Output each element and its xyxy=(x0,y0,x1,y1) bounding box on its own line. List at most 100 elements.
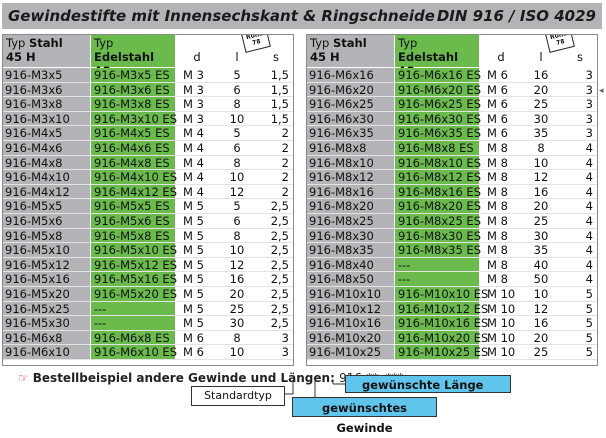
thread-size: M 8 xyxy=(487,140,508,155)
hex-size: 5 xyxy=(585,301,593,316)
table-row: 916-M6x35 916-M6x35 ES M 6 35 3 xyxy=(307,126,597,141)
part-number-stainless: 916-M5x5 ES xyxy=(91,199,175,214)
part-number-stainless: 916-M4x12 ES xyxy=(91,184,177,200)
thread-size: M 5 xyxy=(183,272,204,287)
part-number-stainless: 916-M8x8 ES xyxy=(395,140,479,156)
table-row: 916-M8x30 916-M8x30 ES M 8 30 4 xyxy=(307,228,597,244)
part-number-steel: 916-M3x5 xyxy=(3,68,90,83)
thread-size: M 5 xyxy=(183,301,204,316)
length-value: 8 xyxy=(233,330,241,345)
hex-size: 4 xyxy=(585,170,593,185)
length-value: 5 xyxy=(233,68,241,82)
part-number-stainless: --- xyxy=(395,257,479,273)
hex-size: 2,5 xyxy=(270,257,289,272)
thread-size: M 10 xyxy=(487,316,516,331)
hex-size: 3 xyxy=(585,68,593,82)
thread-size: M 8 xyxy=(487,213,508,228)
thread-size: M 3 xyxy=(183,111,204,126)
thread-size: M 6 xyxy=(487,111,508,126)
hex-size: 3 xyxy=(281,330,289,345)
table-row: 916-M5x30 --- M 5 30 2,5 xyxy=(3,316,293,331)
hex-size: 4 xyxy=(585,213,593,228)
part-number-steel: 916-M8x25 xyxy=(307,213,394,229)
part-number-steel: 916-M3x8 xyxy=(3,97,90,112)
table-row: 916-M8x50 --- M 8 50 4 xyxy=(307,272,597,287)
thread-size: M 8 xyxy=(487,184,508,199)
hex-size: 3 xyxy=(585,111,593,126)
header-s: s xyxy=(273,50,279,64)
order-example-label: Bestellbeispiel andere Gewinde und Länge… xyxy=(32,371,335,385)
hex-size: 5 xyxy=(585,316,593,331)
thread-size: M 5 xyxy=(183,257,204,272)
table-row: 916-M3x8 916-M3x8 ES M 3 8 1,5 xyxy=(3,97,293,112)
thread-size: M 8 xyxy=(487,257,508,272)
part-number-steel: 916-M10x25 xyxy=(307,345,394,360)
length-value: 16 xyxy=(533,68,549,82)
table-row: 916-M4x6 916-M4x6 ES M 4 6 2 xyxy=(3,140,293,156)
length-value: 20 xyxy=(533,330,549,345)
table-row: 916-M8x25 916-M8x25 ES M 8 25 4 xyxy=(307,213,597,229)
table-row: 916-M8x10 916-M8x10 ES M 8 10 4 xyxy=(307,155,597,171)
hex-size: 1,5 xyxy=(270,97,289,112)
part-number-steel: 916-M4x5 xyxy=(3,126,90,141)
table-row: 916-M6x8 916-M6x8 ES M 6 8 3 xyxy=(3,330,293,346)
hex-size: 3 xyxy=(585,97,593,112)
thread-size: M 5 xyxy=(183,228,204,243)
part-number-stainless: 916-M6x20 ES xyxy=(395,82,481,98)
length-value: 8 xyxy=(233,228,241,243)
hex-size: 2 xyxy=(281,170,289,185)
page-title: Gewindestifte mit Innensechskant & Rings… xyxy=(8,7,435,25)
part-number-stainless: 916-M5x12 ES xyxy=(91,257,177,273)
part-number-stainless: 916-M10x10 ES xyxy=(395,286,488,302)
table-row: 916-M3x6 916-M3x6 ES M 3 6 1,5 xyxy=(3,82,293,98)
thread-size: M 6 xyxy=(487,68,508,82)
part-number-stainless: 916-M6x10 ES xyxy=(91,345,177,360)
table-row: 916-M8x12 916-M8x12 ES M 8 12 4 xyxy=(307,170,597,185)
part-number-steel: 916-M6x10 xyxy=(3,345,90,360)
part-number-steel: 916-M5x16 xyxy=(3,272,90,287)
part-number-stainless: 916-M5x8 ES xyxy=(91,228,175,244)
part-number-stainless: 916-M4x10 ES xyxy=(91,170,177,185)
part-number-stainless: 916-M4x8 ES xyxy=(91,155,175,171)
thread-size: M 8 xyxy=(487,170,508,185)
part-number-steel: 916-M6x20 xyxy=(307,82,394,98)
hex-size: 2,5 xyxy=(270,272,289,287)
table-row: 916-M5x10 916-M5x10 ES M 5 10 2,5 xyxy=(3,243,293,258)
edge-arrow-icon: ◂ xyxy=(599,86,604,96)
part-number-steel: 916-M8x50 xyxy=(307,272,394,287)
length-value: 6 xyxy=(233,82,241,97)
part-number-steel: 916-M8x35 xyxy=(307,243,394,258)
part-number-stainless: --- xyxy=(91,316,175,331)
hex-size: 4 xyxy=(585,155,593,170)
header-l: l xyxy=(235,50,239,64)
length-value: 25 xyxy=(229,301,245,316)
length-value: 30 xyxy=(533,228,549,243)
thread-size: M 6 xyxy=(487,82,508,97)
hex-size: 3 xyxy=(585,126,593,141)
part-number-steel: 916-M3x6 xyxy=(3,82,90,98)
length-value: 30 xyxy=(229,316,245,331)
hex-size: 2,5 xyxy=(270,243,289,258)
hex-size: 5 xyxy=(585,286,593,301)
part-number-steel: 916-M5x20 xyxy=(3,286,90,302)
standard-type-callout: Standardtyp xyxy=(191,386,285,406)
length-value: 16 xyxy=(229,272,245,287)
hex-size: 4 xyxy=(585,228,593,243)
part-number-stainless: 916-M3x8 ES xyxy=(91,97,175,112)
table-row: 916-M10x10 916-M10x10 ES M 10 10 5 xyxy=(307,286,597,302)
part-number-steel: 916-M5x12 xyxy=(3,257,90,273)
part-number-stainless: 916-M3x6 ES xyxy=(91,82,175,98)
thread-size: M 8 xyxy=(487,228,508,243)
hex-size: 2 xyxy=(281,140,289,155)
thread-size: M 4 xyxy=(183,126,204,141)
part-number-stainless: 916-M8x20 ES xyxy=(395,199,481,214)
table-row: 916-M10x20 916-M10x20 ES M 10 20 5 xyxy=(307,330,597,346)
part-number-stainless: 916-M5x10 ES xyxy=(91,243,177,258)
part-number-steel: 916-M5x10 xyxy=(3,243,90,258)
thread-size: M 8 xyxy=(487,272,508,287)
thread-size: M 6 xyxy=(183,330,204,345)
hex-size: 2 xyxy=(281,155,289,170)
header-d: d xyxy=(193,50,201,64)
hex-size: 5 xyxy=(585,330,593,345)
length-value: 10 xyxy=(533,155,549,170)
